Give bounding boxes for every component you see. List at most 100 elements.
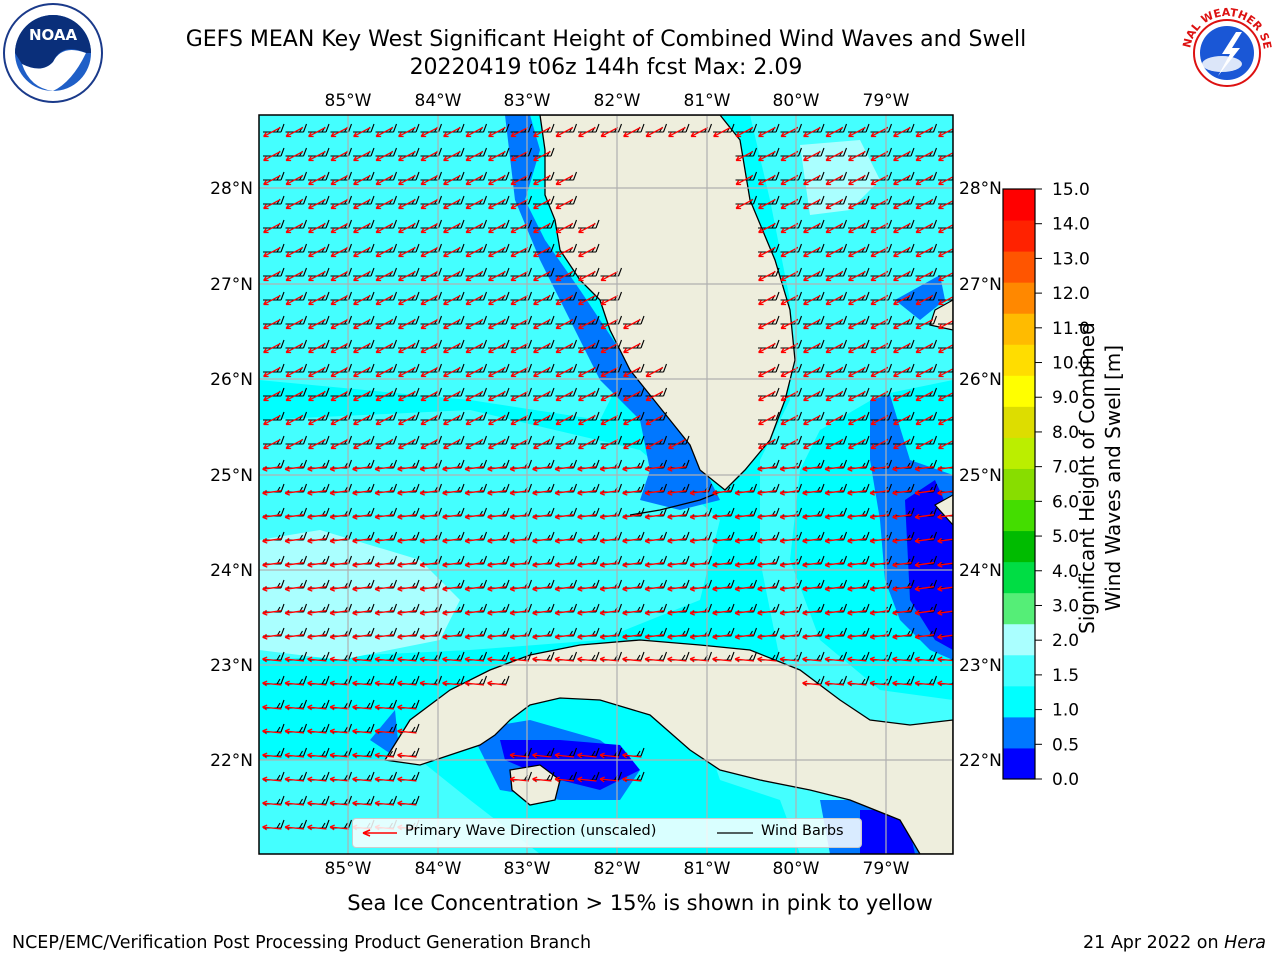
wave-direction-arrow <box>668 126 686 138</box>
wave-direction-arrow <box>285 174 304 186</box>
wave-direction-arrow <box>555 342 574 354</box>
colorbar-tick-label: 6.0 <box>1052 492 1079 512</box>
wave-direction-arrow <box>802 656 822 663</box>
wave-direction-arrow <box>375 246 394 258</box>
wave-direction-arrow <box>734 489 754 496</box>
lat-label-right: 25°N <box>959 466 1002 486</box>
wave-direction-arrow <box>352 609 372 616</box>
wave-direction-arrow <box>420 342 439 354</box>
wave-direction-arrow <box>599 752 620 759</box>
wave-direction-arrow <box>262 800 282 807</box>
wave-direction-arrow <box>397 800 417 807</box>
wave-direction-arrow <box>599 609 619 616</box>
caption: Sea Ice Concentration > 15% is shown in … <box>347 891 933 915</box>
wave-direction-arrow <box>398 438 416 450</box>
wave-direction-arrow <box>870 270 889 282</box>
wave-direction-arrow <box>532 489 552 496</box>
wave-direction-arrow <box>825 126 844 138</box>
wave-direction-arrow <box>915 414 934 426</box>
wave-direction-arrow <box>284 728 305 735</box>
wave-direction-arrow <box>263 414 281 426</box>
wave-direction-arrow <box>735 150 754 162</box>
wave-direction-arrow <box>554 609 574 616</box>
wave-direction-arrow <box>353 174 371 186</box>
wave-direction-arrow <box>758 222 776 234</box>
wave-direction-arrow <box>780 174 799 186</box>
wave-direction-arrow <box>307 656 327 663</box>
wave-direction-arrow <box>284 609 304 616</box>
wave-direction-arrow <box>914 465 934 472</box>
wave-direction-arrow <box>284 633 304 640</box>
wave-direction-arrow <box>937 489 953 496</box>
wave-direction-arrow <box>914 513 934 520</box>
wave-direction-arrow <box>329 824 350 831</box>
wave-direction-arrow <box>825 318 844 330</box>
wave-direction-arrow <box>937 465 953 472</box>
wave-direction-arrow <box>600 270 619 282</box>
wave-direction-arrow <box>329 633 349 640</box>
noaa-logo-text: NOAA <box>29 26 78 44</box>
wave-direction-arrow <box>712 633 732 640</box>
wave-direction-arrow <box>419 680 440 687</box>
wave-direction-arrow <box>352 561 372 568</box>
wave-direction-arrow <box>487 561 507 568</box>
wave-direction-arrow <box>329 561 349 568</box>
wave-direction-arrow <box>263 246 281 258</box>
wave-direction-arrow <box>263 318 281 330</box>
wave-direction-arrow <box>623 126 641 138</box>
wave-direction-arrow <box>397 680 417 687</box>
wave-direction-arrow <box>780 438 799 450</box>
wave-direction-arrow <box>533 294 551 306</box>
wave-direction-arrow <box>330 150 349 162</box>
colorbar-tick-label: 3.0 <box>1052 596 1079 616</box>
wave-direction-arrow <box>622 537 642 544</box>
wave-direction-arrow <box>352 513 372 520</box>
footer-branch: NCEP/EMC/Verification Post Processing Pr… <box>12 933 592 953</box>
lon-label-top: 84°W <box>415 91 462 111</box>
wave-direction-arrow <box>623 366 641 378</box>
wave-direction-arrow <box>330 246 349 258</box>
wave-direction-arrow <box>263 438 281 450</box>
wave-direction-arrow <box>442 489 462 496</box>
wave-direction-arrow <box>780 126 799 138</box>
wave-direction-arrow <box>667 633 687 640</box>
wave-direction-arrow <box>825 246 844 258</box>
wave-direction-arrow <box>689 585 709 592</box>
wave-direction-arrow <box>803 126 821 138</box>
wave-direction-arrow <box>442 513 462 520</box>
wave-direction-arrow <box>398 414 416 426</box>
colorbar-tick-label: 8.0 <box>1052 423 1079 443</box>
wave-direction-arrow <box>533 150 551 162</box>
wave-direction-arrow <box>510 438 529 450</box>
wave-direction-arrow <box>263 390 281 402</box>
wave-direction-arrow <box>398 366 416 378</box>
wave-direction-arrow <box>263 270 281 282</box>
wave-direction-arrow <box>532 585 552 592</box>
wave-direction-arrow <box>307 680 327 687</box>
colorbar-tick-label: 4.0 <box>1052 562 1079 582</box>
wave-direction-arrow <box>758 150 776 162</box>
wave-direction-arrow <box>510 318 529 330</box>
colorbar-tick-label: 15.0 <box>1052 180 1090 200</box>
wave-direction-arrow <box>555 318 574 330</box>
wave-direction-arrow <box>308 198 326 210</box>
wave-direction-arrow <box>419 513 439 520</box>
wave-direction-arrow <box>893 150 911 162</box>
wave-direction-arrow <box>284 465 304 472</box>
wave-direction-arrow <box>285 126 304 138</box>
wave-direction-arrow <box>892 465 912 472</box>
wave-direction-arrow <box>758 174 776 186</box>
wave-direction-arrow <box>308 366 326 378</box>
wave-direction-arrow <box>442 633 462 640</box>
wave-direction-arrow <box>509 776 530 783</box>
wave-direction-arrow <box>442 537 462 544</box>
wave-direction-arrow <box>599 585 619 592</box>
wave-direction-arrow <box>600 294 619 306</box>
wave-direction-arrow <box>824 609 844 616</box>
wave-direction-arrow <box>870 318 889 330</box>
wave-direction-arrow <box>509 609 529 616</box>
colorbar-band <box>1003 344 1035 376</box>
wave-direction-arrow <box>870 342 889 354</box>
lon-label-top: 83°W <box>504 91 551 111</box>
wave-direction-arrow <box>419 465 439 472</box>
